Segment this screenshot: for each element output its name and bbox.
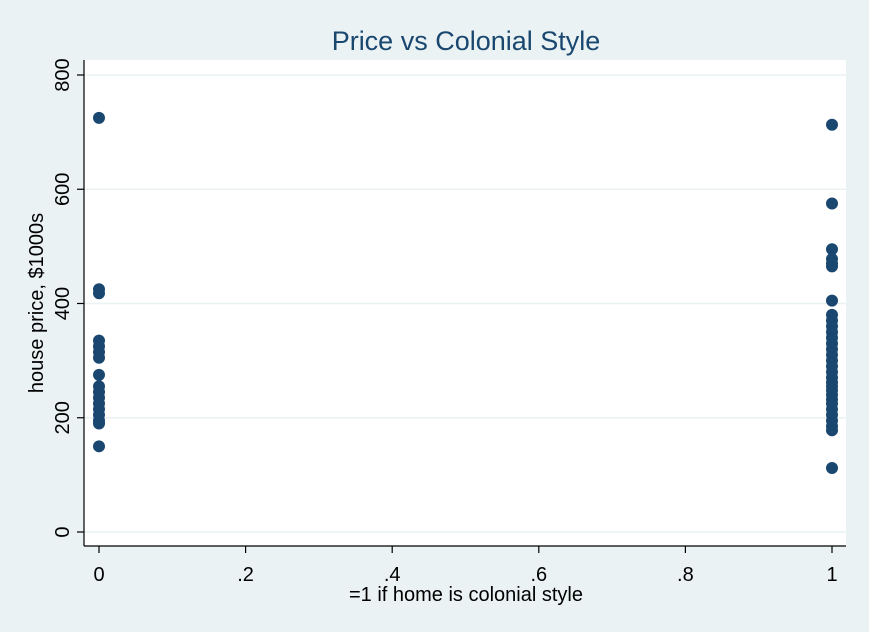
scatter-point	[826, 294, 838, 307]
x-tick-label: 0	[93, 564, 104, 586]
scatter-point	[93, 417, 105, 430]
chart-title: Price vs Colonial Style	[332, 26, 601, 56]
scatter-point	[93, 287, 105, 300]
grid-layer	[84, 74, 846, 533]
scatter-point	[93, 351, 105, 364]
x-tick-label: .2	[237, 564, 254, 586]
x-tick-label: .4	[384, 564, 401, 586]
scatter-point	[93, 368, 105, 381]
y-axis-label: house price, $1000s	[26, 213, 48, 393]
point-layer	[93, 111, 838, 475]
y-tick-label: 600	[52, 173, 74, 206]
scatter-point	[93, 111, 105, 124]
y-tick-label: 200	[52, 401, 74, 434]
y-tick-label: 800	[52, 58, 74, 91]
x-axis-label: =1 if home is colonial style	[349, 584, 583, 606]
y-tick-label: 400	[52, 287, 74, 320]
tick-layer: 0 200 400 600 800 0 .2 .4 .6 .8 1	[52, 58, 838, 586]
x-tick-label: 1	[826, 564, 837, 586]
scatter-point	[826, 118, 838, 131]
scatter-point	[826, 260, 838, 273]
scatter-point	[93, 440, 105, 453]
scatter-point	[826, 243, 838, 256]
scatter-point	[826, 197, 838, 210]
x-tick-label: .8	[677, 564, 694, 586]
x-tick-label: .6	[530, 564, 547, 586]
scatter-point	[826, 462, 838, 475]
y-tick-label: 0	[52, 526, 74, 537]
scatter-point	[826, 424, 838, 437]
